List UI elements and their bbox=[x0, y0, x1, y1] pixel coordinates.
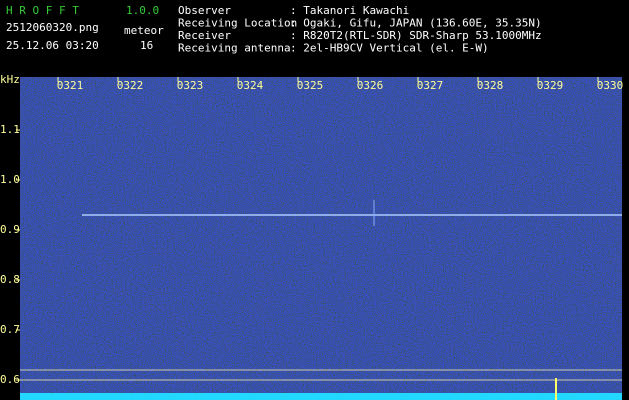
info-value: : Ogaki, Gifu, JAPAN (136.60E, 35.35N) bbox=[290, 17, 542, 30]
x-tick-label: 0327 bbox=[417, 79, 444, 92]
meteor-label: meteor bbox=[124, 24, 164, 37]
x-tick-label: 0330 bbox=[597, 79, 624, 92]
info-value: : R820T2(RTL-SDR) SDR-Sharp 53.1000MHz bbox=[290, 29, 542, 42]
x-tick-label: 0324 bbox=[237, 79, 264, 92]
meteor-count: 16 bbox=[140, 39, 153, 52]
y-tick-label: 0.7 bbox=[0, 323, 20, 336]
info-label: Receiving antenna bbox=[178, 42, 291, 55]
y-tick-label: 1.1 bbox=[0, 123, 20, 136]
x-tick-label: 0328 bbox=[477, 79, 504, 92]
datetime: 25.12.06 03:20 bbox=[6, 39, 99, 52]
spectrum-strip bbox=[20, 393, 622, 400]
y-tick-label: 0.6 bbox=[0, 373, 20, 386]
file-name: 2512060320.png bbox=[6, 21, 99, 34]
y-tick-label: 0.9 bbox=[0, 223, 20, 236]
info-label: Observer bbox=[178, 4, 231, 17]
app-version: 1.0.0 bbox=[126, 4, 159, 17]
info-label: Receiver bbox=[178, 29, 231, 42]
info-label: Receiving Location bbox=[178, 17, 297, 30]
y-tick-label: 0.8 bbox=[0, 273, 20, 286]
y-tick-label: 1.0 bbox=[0, 173, 20, 186]
x-tick-label: 0325 bbox=[297, 79, 324, 92]
x-tick-label: 0322 bbox=[117, 79, 144, 92]
info-value: : Takanori Kawachi bbox=[290, 4, 409, 17]
x-tick-label: 0329 bbox=[537, 79, 564, 92]
info-value: : 2el-HB9CV Vertical (el. E-W) bbox=[290, 42, 489, 55]
y-axis-label: kHz bbox=[0, 73, 20, 86]
x-tick-label: 0326 bbox=[357, 79, 384, 92]
x-tick-label: 0321 bbox=[57, 79, 84, 92]
noise bbox=[20, 77, 622, 400]
x-tick-label: 0323 bbox=[177, 79, 204, 92]
app-name: H R O F F T bbox=[6, 4, 79, 17]
